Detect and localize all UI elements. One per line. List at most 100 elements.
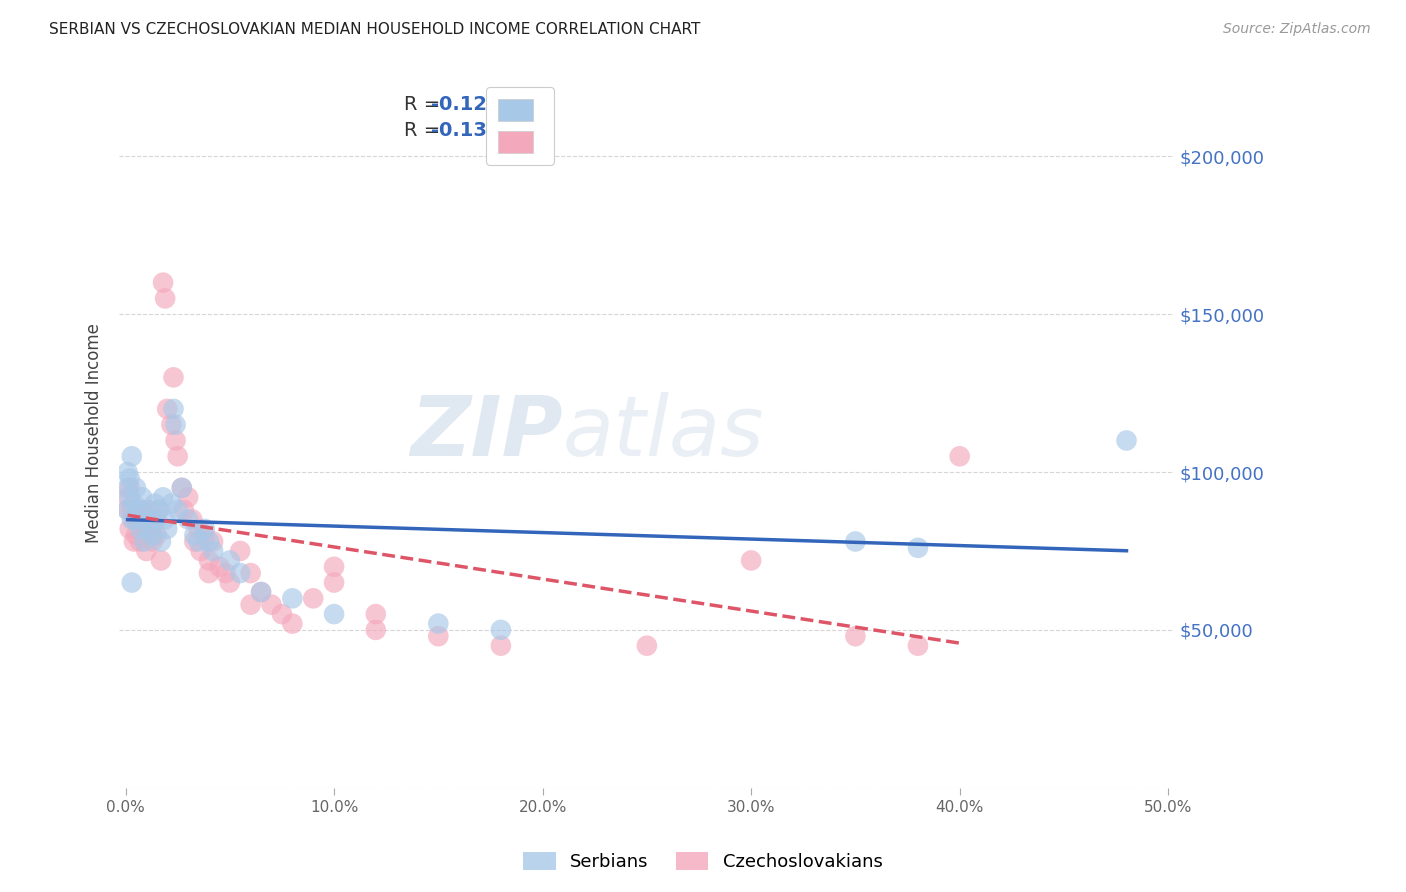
Point [190, 544, 212, 558]
Point [181, 512, 204, 526]
Point [146, 512, 169, 526]
Point [121, 450, 143, 464]
Point [194, 522, 217, 536]
Point [907, 541, 929, 555]
Point [156, 522, 179, 536]
Point [271, 607, 294, 621]
Point [166, 450, 188, 464]
Point [194, 528, 217, 542]
Point [143, 497, 166, 511]
Point [139, 522, 162, 536]
Text: N =: N = [481, 95, 543, 114]
Point [153, 512, 176, 526]
Point [229, 566, 252, 580]
Point [118, 481, 141, 495]
Point [146, 528, 169, 542]
Point [198, 534, 221, 549]
Point [138, 503, 160, 517]
Point [260, 598, 283, 612]
Text: 47: 47 [526, 95, 553, 114]
Point [122, 497, 145, 511]
Point [198, 566, 221, 580]
Point [117, 503, 139, 517]
Point [117, 481, 139, 495]
Point [117, 503, 139, 517]
Point [121, 503, 143, 517]
Point [202, 534, 225, 549]
Point [323, 575, 346, 590]
Point [139, 512, 162, 526]
Point [152, 276, 174, 290]
Point [118, 491, 141, 505]
Point [152, 491, 174, 505]
Point [131, 503, 153, 517]
Text: R =: R = [404, 121, 447, 140]
Point [250, 585, 273, 599]
Legend: Serbians, Czechoslovakians: Serbians, Czechoslovakians [516, 845, 890, 879]
Point [183, 528, 205, 542]
Point [125, 481, 148, 495]
Text: 60: 60 [526, 121, 553, 140]
Point [907, 639, 929, 653]
Point [142, 534, 165, 549]
Y-axis label: Median Household Income: Median Household Income [86, 323, 103, 542]
Point [117, 465, 139, 479]
Point [844, 629, 866, 643]
Point [281, 616, 304, 631]
Point [170, 481, 193, 495]
Point [177, 491, 200, 505]
Point [323, 559, 346, 574]
Point [1115, 434, 1137, 448]
Point [173, 503, 195, 517]
Point [170, 481, 193, 495]
Point [218, 553, 240, 567]
Point [118, 522, 141, 536]
Point [149, 553, 172, 567]
Point [427, 629, 450, 643]
Point [129, 534, 152, 549]
Point [165, 417, 187, 432]
Point [427, 616, 450, 631]
Point [183, 534, 205, 549]
Point [166, 503, 188, 517]
Point [122, 512, 145, 526]
Point [949, 450, 972, 464]
Legend: , : , [486, 87, 554, 165]
Point [148, 503, 170, 517]
Point [125, 512, 148, 526]
Point [143, 512, 166, 526]
Point [187, 534, 209, 549]
Point [229, 544, 252, 558]
Text: -0.138: -0.138 [430, 121, 501, 140]
Point [187, 522, 209, 536]
Text: ZIP: ZIP [409, 392, 562, 473]
Point [162, 370, 184, 384]
Point [239, 566, 262, 580]
Point [489, 639, 512, 653]
Point [121, 575, 143, 590]
Point [239, 598, 262, 612]
Point [127, 512, 149, 526]
Point [202, 544, 225, 558]
Point [489, 623, 512, 637]
Point [165, 434, 187, 448]
Point [117, 491, 139, 505]
Point [364, 607, 387, 621]
Point [364, 623, 387, 637]
Point [740, 553, 762, 567]
Text: Source: ZipAtlas.com: Source: ZipAtlas.com [1223, 22, 1371, 37]
Point [131, 491, 153, 505]
Point [135, 544, 157, 558]
Point [134, 522, 156, 536]
Point [122, 534, 145, 549]
Text: R =: R = [404, 95, 447, 114]
Point [218, 575, 240, 590]
Point [148, 503, 170, 517]
Point [250, 585, 273, 599]
Point [162, 401, 184, 416]
Point [302, 591, 325, 606]
Point [636, 639, 658, 653]
Point [153, 292, 176, 306]
Point [142, 528, 165, 542]
Point [149, 534, 172, 549]
